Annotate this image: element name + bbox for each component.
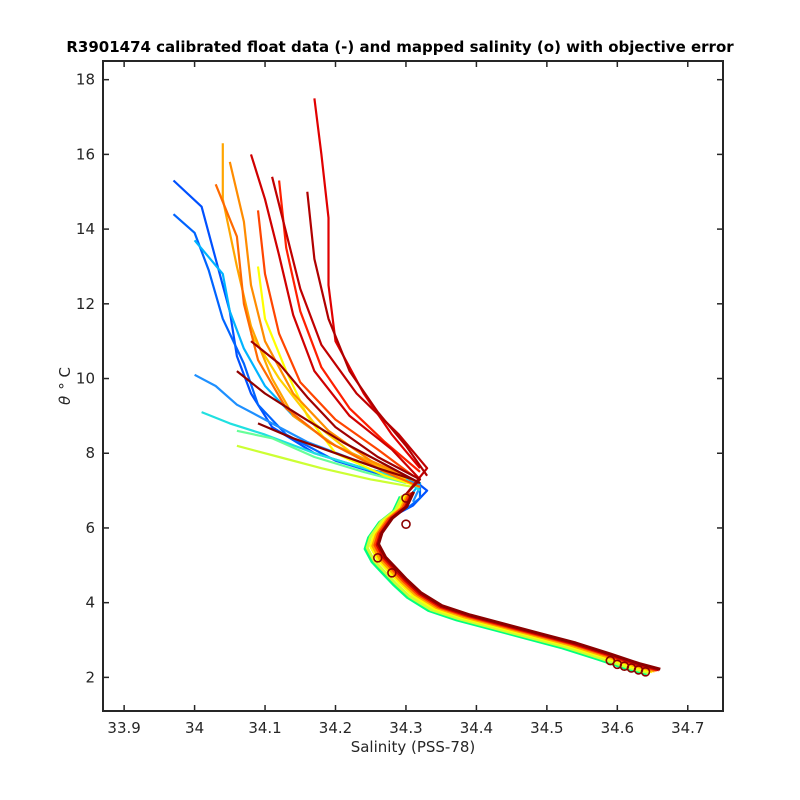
x-tick-label: 34.5: [530, 719, 563, 737]
y-tick-label: 2: [85, 668, 95, 686]
profile-line-15: [313, 98, 421, 469]
y-tick-label: 16: [76, 145, 95, 163]
y-tick-label: 8: [85, 444, 95, 462]
x-tick-label: 34.4: [460, 719, 493, 737]
x-tick-label: 34: [185, 719, 204, 737]
profile-line-14: [278, 180, 421, 473]
profile-line-1: [172, 179, 429, 514]
mapped-point-1: [401, 493, 411, 503]
plot-background: [103, 61, 723, 711]
x-tick-label: 34.2: [319, 719, 352, 737]
y-tick-label: 6: [85, 519, 95, 537]
y-tick-label: 14: [76, 220, 95, 238]
deep-profile-line-2: [365, 494, 650, 675]
mapped-point-2: [401, 519, 411, 530]
chart-title: R3901474 calibrated float data (-) and m…: [66, 38, 734, 56]
y-tick-label: 10: [76, 370, 95, 388]
profile-line-6: [236, 429, 407, 485]
y-axis-title-symbol: θ: [56, 396, 74, 405]
deep-profile-line-7: [377, 491, 661, 671]
profile-line-21: [257, 422, 414, 481]
y-tick-label: 12: [76, 295, 95, 313]
profile-line-20: [236, 370, 421, 485]
profile-line-17: [271, 176, 429, 495]
y-axis-ticks: 2 4 6 8 10 12 14 16 18: [76, 71, 723, 686]
mapped-point-4: [387, 567, 397, 578]
mapped-points-layer: [372, 493, 651, 677]
profile-line-13: [256, 210, 414, 477]
x-tick-label: 34.3: [389, 719, 422, 737]
y-tick-label: 4: [85, 594, 95, 612]
x-tick-label: 34.1: [248, 719, 281, 737]
profile-line-11: [228, 161, 414, 481]
profile-line-19: [250, 340, 422, 496]
y-axis-title-unit: ° C: [56, 367, 74, 390]
x-tick-label: 33.9: [107, 719, 140, 737]
mapped-point-3: [372, 552, 383, 563]
svg-text:θ° C: θ ° C: [56, 367, 74, 405]
x-axis-ticks: 33.9 34 34.1 34.2 34.3 34.4 34.5 34.6 34.7: [107, 61, 704, 737]
y-axis-title: θ ° C: [56, 367, 74, 405]
profile-line-16: [249, 154, 421, 481]
series-layer: [172, 98, 661, 676]
y-tick-label: 18: [76, 71, 95, 89]
x-tick-label: 34.6: [601, 719, 634, 737]
profile-line-2: [172, 213, 422, 511]
x-tick-label: 34.7: [671, 719, 704, 737]
profile-line-18: [306, 191, 428, 477]
profile-line-10: [221, 143, 421, 485]
plot-frame: [102, 60, 724, 712]
mapped-point-10: [640, 666, 651, 677]
profile-line-7: [236, 444, 414, 488]
x-axis-title: Salinity (PSS-78): [351, 738, 476, 756]
